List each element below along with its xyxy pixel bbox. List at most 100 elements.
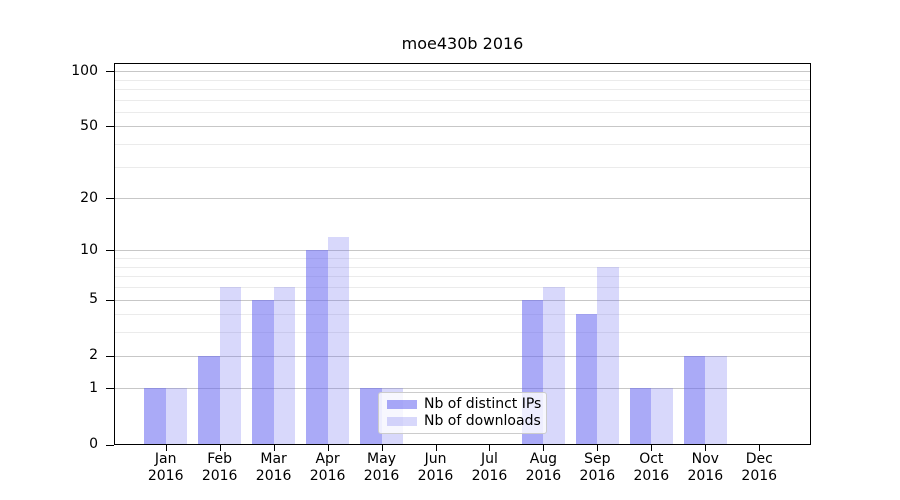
x-tick-label: Nov 2016 (673, 451, 737, 485)
gridline-minor (114, 287, 811, 289)
legend-swatch-ips-icon (387, 400, 417, 409)
gridline-minor (114, 99, 811, 101)
y-axis-tick (106, 444, 114, 446)
x-tick-label: Mar 2016 (242, 451, 306, 485)
x-axis-tick (759, 444, 761, 451)
bar-downloads (327, 236, 350, 445)
gridline-minor (114, 276, 811, 278)
x-tick-label-line: 2016 (471, 467, 508, 484)
gridline-major (114, 71, 811, 73)
x-axis-tick (435, 444, 437, 451)
gridline-minor (114, 332, 811, 334)
gridline-major (114, 355, 811, 357)
x-tick-label-line: 2016 (579, 467, 616, 484)
y-tick-label: 10 (80, 241, 98, 258)
gridline-minor (114, 88, 811, 90)
bar-downloads (597, 266, 619, 445)
gridline-major (114, 250, 811, 252)
x-tick-label: Jun 2016 (404, 451, 468, 485)
y-axis-tick (106, 355, 114, 357)
x-tick-label-line: Aug (529, 450, 558, 467)
x-tick-label-line: Apr (315, 450, 340, 467)
bar-downloads (219, 287, 242, 445)
y-axis-tick (106, 71, 114, 73)
y-axis-tick (106, 388, 114, 390)
x-tick-label-line: Jul (481, 450, 498, 467)
x-tick-label-line: 2016 (201, 467, 238, 484)
x-tick-label-line: Nov (691, 450, 719, 467)
y-axis-tick (106, 126, 114, 128)
gridline-minor (114, 79, 811, 81)
x-tick-label-line: Sep (584, 450, 611, 467)
x-axis-tick (165, 444, 167, 451)
bar-downloads (651, 388, 673, 445)
y-tick-label: 0 (89, 436, 98, 452)
x-tick-label-line: Oct (639, 450, 664, 467)
x-tick-label-line: 2016 (633, 467, 670, 484)
x-axis-tick (327, 444, 329, 451)
bar-downloads (543, 287, 565, 445)
y-tick-label: 100 (71, 62, 98, 79)
x-tick-label: May 2016 (350, 451, 414, 485)
bar-distinct-ips (198, 355, 220, 445)
x-tick-label-line: 2016 (363, 467, 400, 484)
x-axis-tick (651, 444, 653, 451)
x-tick-label-line: May (367, 450, 396, 467)
x-axis-tick (705, 444, 707, 451)
gridline-minor (114, 314, 811, 316)
x-tick-label-line: 2016 (741, 467, 778, 484)
legend-label-downloads: Nb of downloads (424, 413, 541, 429)
x-axis-tick (219, 444, 221, 451)
x-tick-label: Feb 2016 (188, 451, 252, 485)
x-tick-label: Aug 2016 (511, 451, 575, 485)
gridline-major (114, 388, 811, 390)
y-tick-label: 20 (80, 189, 98, 206)
y-tick-label: 50 (80, 117, 98, 134)
gridline-minor (114, 144, 811, 146)
y-axis-tick (106, 250, 114, 252)
x-tick-label-line: 2016 (147, 467, 184, 484)
gridline-minor (114, 258, 811, 260)
legend-label-ips: Nb of distinct IPs (424, 396, 542, 412)
x-tick-label-line: 2016 (525, 467, 562, 484)
bar-distinct-ips (252, 299, 274, 445)
x-tick-label-line: 2016 (255, 467, 292, 484)
x-axis-tick (597, 444, 599, 451)
y-tick-label: 1 (89, 379, 98, 396)
x-tick-label: Oct 2016 (619, 451, 683, 485)
bar-distinct-ips (683, 355, 706, 445)
gridline-major (114, 198, 811, 200)
bar-distinct-ips (359, 388, 382, 445)
gridline-minor (114, 111, 811, 113)
x-axis-tick (273, 444, 275, 451)
x-tick-label: Dec 2016 (727, 451, 791, 485)
gridline-minor (114, 266, 811, 268)
legend-item-downloads: Nb of downloads (387, 413, 541, 430)
x-tick-label-line: Mar (260, 450, 287, 467)
x-tick-label-line: 2016 (687, 467, 724, 484)
bar-downloads (273, 287, 296, 445)
x-tick-label: Jan 2016 (134, 451, 198, 485)
bar-downloads (165, 388, 188, 445)
x-tick-label-line: Jun (424, 450, 447, 467)
bar-distinct-ips (629, 388, 652, 445)
x-tick-label-line: 2016 (309, 467, 346, 484)
y-tick-label: 2 (89, 347, 98, 364)
y-axis-tick (106, 299, 114, 301)
legend-item-ips: Nb of distinct IPs (387, 396, 541, 413)
x-axis-tick (543, 444, 545, 451)
y-tick-label: 5 (89, 291, 98, 308)
x-tick-label-line: Jan (154, 450, 177, 467)
legend-swatch-downloads-icon (387, 417, 417, 426)
bar-distinct-ips (305, 250, 328, 445)
x-tick-label-line: Feb (207, 450, 233, 467)
gridline-major (114, 299, 811, 301)
y-axis-tick (106, 198, 114, 200)
chart-title: moe430b 2016 (401, 34, 524, 53)
gridline-major (114, 126, 811, 128)
x-tick-label-line: 2016 (417, 467, 454, 484)
x-tick-label: Apr 2016 (296, 451, 360, 485)
x-tick-label-line: Dec (745, 450, 773, 467)
legend: Nb of distinct IPs Nb of downloads (378, 392, 548, 434)
